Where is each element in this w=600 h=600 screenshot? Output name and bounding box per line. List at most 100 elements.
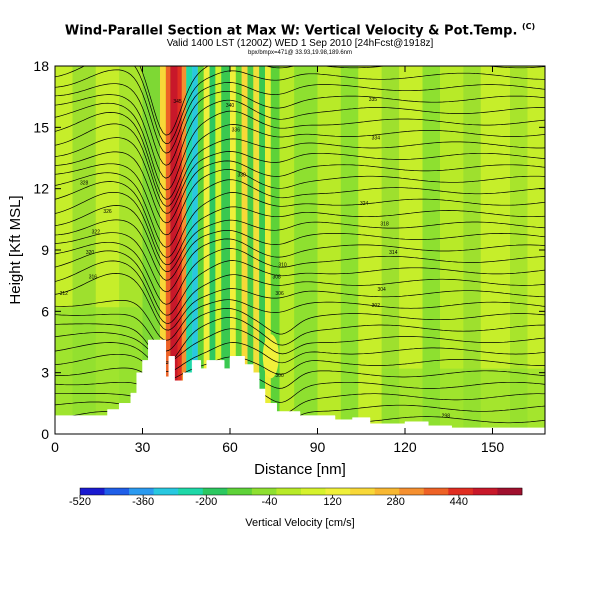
colorbar-swatch — [325, 488, 351, 495]
x-tick-label: 30 — [135, 439, 151, 455]
contour-label-group: 330 — [237, 172, 246, 178]
isentrope-line — [55, 232, 545, 293]
colorbar-swatch — [301, 488, 326, 495]
contour-label: 308 — [272, 275, 281, 281]
isentrope-line — [55, 219, 545, 281]
velocity-band — [160, 66, 166, 434]
velocity-band — [186, 66, 193, 434]
x-tick-label: 90 — [310, 439, 326, 455]
contour-label-group: 312 — [60, 291, 69, 297]
contour-label: 312 — [60, 291, 69, 297]
y-tick-label: 15 — [33, 119, 49, 135]
contour-label-group: 314 — [389, 250, 398, 256]
contour-label-group: 318 — [380, 221, 389, 227]
contour-label: 320 — [86, 250, 95, 256]
velocity-band — [510, 66, 528, 434]
velocity-band — [165, 66, 171, 434]
colorbar-tick-label: 440 — [449, 496, 469, 508]
isentrope-line — [55, 299, 545, 341]
velocity-band — [203, 66, 210, 434]
isentrope-line — [55, 353, 545, 380]
contour-label-group: 328 — [80, 181, 89, 187]
colorbar-swatch — [472, 488, 498, 495]
chart-title-text: Wind-Parallel Section at Max W: Vertical… — [64, 23, 518, 39]
isentrope-line — [55, 172, 545, 248]
colorbar-swatch — [276, 488, 302, 495]
colorbar-swatch — [497, 488, 523, 495]
velocity-band — [209, 66, 216, 434]
contour-label: 335 — [369, 97, 378, 103]
contour-label-group: 310 — [278, 262, 287, 268]
isentrope-line — [55, 94, 545, 179]
contour-label-group: 320 — [86, 250, 95, 256]
colorbar-swatch — [423, 488, 449, 495]
y-axis-label: Height [Kft MSL] — [7, 195, 24, 304]
velocity-band — [230, 66, 236, 434]
colorbar-swatch — [153, 488, 179, 495]
colorbar-swatch — [80, 488, 105, 495]
colorbar-tick-label: -40 — [261, 496, 278, 508]
colorbar-title: Vertical Velocity [cm/s] — [245, 517, 355, 529]
isentrope-line — [55, 66, 545, 144]
y-tick-label: 9 — [41, 242, 49, 258]
velocity-band — [265, 66, 271, 434]
velocity-band — [317, 66, 341, 434]
isentrope-line — [55, 250, 545, 316]
velocity-band — [247, 66, 254, 434]
isentrope-line — [55, 163, 545, 236]
axes: 0 30 60 90 120 150 0 3 6 9 12 15 18 Distance [nm] Heig… — [7, 58, 545, 478]
x-tick-label: 60 — [222, 439, 238, 455]
contour-label-group: 304 — [377, 287, 386, 293]
velocity-region — [262, 334, 279, 379]
y-tick-label: 12 — [33, 181, 49, 197]
contour-label: 345 — [173, 99, 182, 105]
colorbar-swatch — [178, 488, 204, 495]
velocity-band — [399, 66, 423, 434]
colorbar-swatch — [374, 488, 400, 495]
velocity-band — [279, 66, 295, 434]
contour-label-group: 308 — [272, 275, 281, 281]
colorbar-tick-label: -200 — [195, 496, 218, 508]
y-tick-label: 0 — [41, 426, 49, 442]
velocity-band — [270, 66, 280, 434]
contour-label: 336 — [232, 127, 241, 133]
contour-label: 300 — [275, 373, 284, 379]
contour-label: 328 — [80, 181, 89, 187]
velocity-band — [170, 66, 178, 434]
isentrope-line — [55, 191, 545, 266]
terrain — [55, 339, 545, 434]
contour-label-group: 324 — [360, 201, 369, 207]
isentrope-line — [55, 241, 545, 305]
colorbar-tick-label: 280 — [386, 496, 405, 508]
isentrope-line — [55, 342, 545, 372]
contour-label: 330 — [237, 172, 246, 178]
contour-label: 322 — [92, 230, 101, 236]
isentrope-line — [55, 317, 545, 364]
isentrope-line — [55, 112, 545, 200]
colorbar-swatch — [227, 488, 253, 495]
velocity-band — [221, 66, 230, 434]
x-tick-label: 150 — [481, 439, 505, 455]
colorbar-swatch — [104, 488, 130, 495]
contour-label-group: 302 — [372, 303, 381, 309]
contour-label: 334 — [372, 136, 381, 142]
colorbar-tick-label: 120 — [323, 496, 342, 508]
contour-label: 324 — [360, 201, 369, 207]
colorbar-swatch — [202, 488, 228, 495]
chart-note: bpx/bmpx=471@ 33.93,19.98,189.6nm — [248, 50, 352, 56]
isentrope-line — [55, 260, 545, 324]
contour-label: 318 — [380, 221, 389, 227]
contour-label-group: 298 — [442, 414, 451, 420]
contour-label: 316 — [89, 275, 98, 281]
contour-label-group: 322 — [92, 230, 101, 236]
isentrope-line — [55, 273, 545, 331]
isentrope-line — [55, 83, 545, 166]
colorbar-tick-label: -360 — [132, 496, 155, 508]
colorbar — [79, 487, 523, 498]
velocity-band — [241, 66, 248, 434]
contour-label: 314 — [389, 250, 398, 256]
isentrope-line — [55, 69, 545, 154]
isentrope-line — [55, 151, 545, 224]
contour-label-group: 335 — [369, 97, 378, 103]
